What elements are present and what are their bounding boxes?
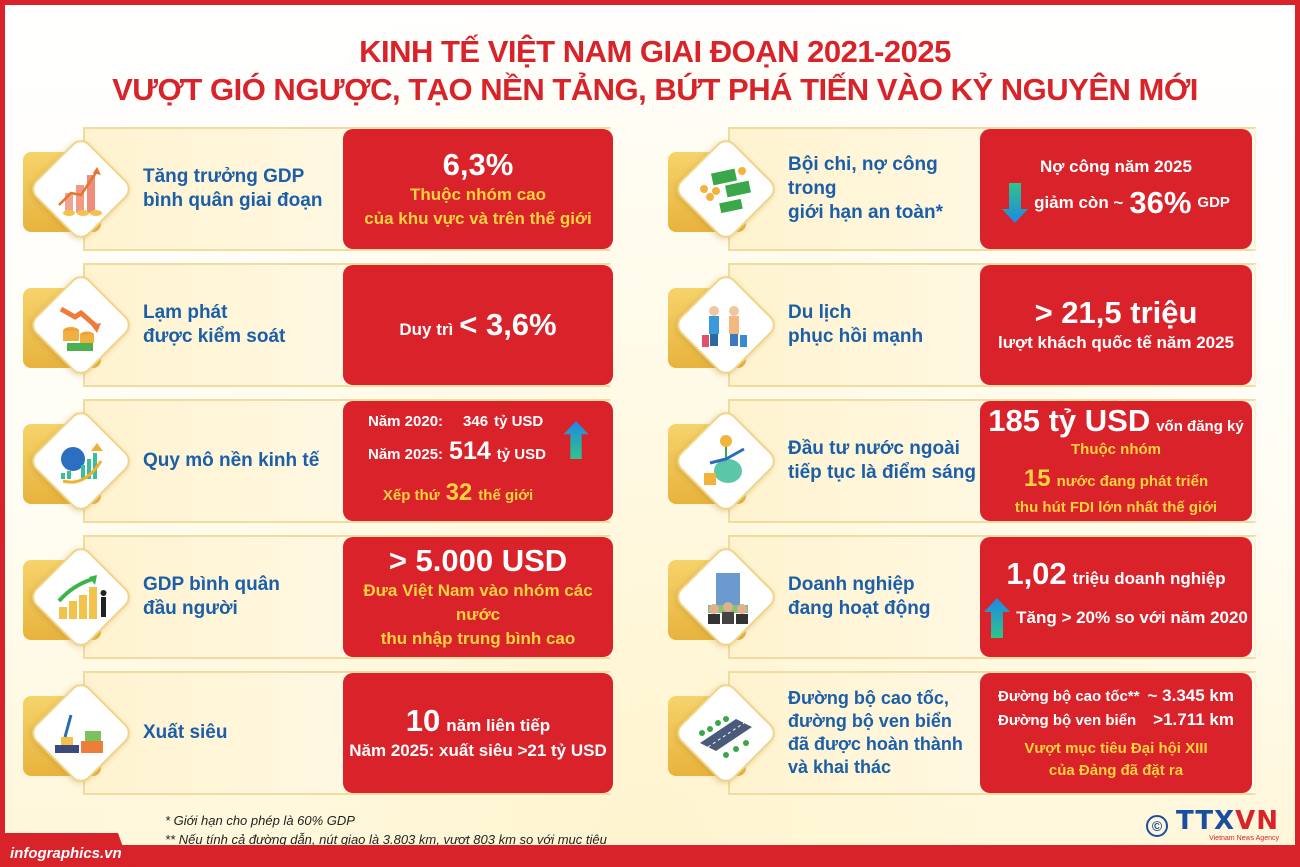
inflation-value: < 3,6% [459, 307, 557, 342]
card-public-debt: Bội chi, nợ công trong giới hạn an toàn*… [660, 125, 1260, 252]
card-label: Xuất siêu [143, 721, 228, 743]
value-box: Duy trì < 3,6% [343, 265, 613, 385]
card-gdp-per-capita: GDP bình quân đầu người > 5.000 USD Đưa … [15, 533, 615, 660]
footnote-2: ** Nếu tính cả đường dẫn, nút giao là 3.… [165, 832, 607, 847]
card-economy-size: Quy mô nền kinh tế Năm 2020: 346 tỷ USD … [15, 397, 615, 524]
agency-logo: © TTXVN Vietnam News Agency [1145, 808, 1279, 843]
value-box: > 5.000 USD Đưa Việt Nam vào nhóm các nư… [343, 537, 613, 657]
footnote-1: * Giới hạn cho phép là 60% GDP [165, 813, 355, 828]
card-trade-surplus: Xuất siêu 10 năm liên tiếp Năm 2025: xuấ… [15, 669, 615, 796]
coin-stack-person-icon [27, 543, 135, 651]
trade-surplus-years: 10 [405, 703, 441, 738]
inflation-coins-icon [27, 271, 135, 379]
card-label: Lạm phát được kiểm soát [143, 301, 286, 347]
card-fdi: Đầu tư nước ngoài tiếp tục là điểm sáng … [660, 397, 1260, 524]
title-line-2: VƯỢT GIÓ NGƯỢC, TẠO NỀN TẢNG, BỨT PHÁ TI… [112, 72, 1198, 107]
tourists-luggage-icon [672, 271, 780, 379]
card-label: Đường bộ cao tốc, đường bộ ven biển đã đ… [788, 687, 963, 777]
card-label: Bội chi, nợ công trong giới hạn an toàn* [788, 153, 943, 223]
card-highways: Đường bộ cao tốc, đường bộ ven biển đã đ… [660, 669, 1260, 796]
copyright-icon: © [1145, 814, 1168, 837]
card-gdp-growth: Tăng trưởng GDP bình quân giai đoạn 6,3%… [15, 125, 615, 252]
card-label: GDP bình quân đầu người [143, 573, 280, 619]
value-box: 1,02 triệu doanh nghiệp Tăng > 20% so vớ… [980, 537, 1252, 657]
left-column: Tăng trưởng GDP bình quân giai đoạn 6,3%… [15, 125, 615, 805]
building-businesspeople-icon [672, 543, 780, 651]
title-line-1: KINH TẾ VIỆT NAM GIAI ĐOẠN 2021-2025 [359, 34, 951, 69]
value-box: 185 tỷ USD vốn đăng ký Thuộc nhóm 15 nướ… [980, 401, 1252, 521]
card-label: Doanh nghiệp đang hoạt động [788, 573, 931, 619]
gdp-growth-value: 6,3% [442, 147, 514, 182]
world-rank: 32 [445, 479, 473, 506]
right-column: Bội chi, nợ công trong giới hạn an toàn*… [660, 125, 1260, 805]
footer-bar [0, 845, 1300, 867]
tourism-value: > 21,5 triệu [1034, 295, 1198, 330]
growth-chart-coins-icon [27, 135, 135, 243]
value-box: Nợ công năm 2025 giảm còn ~ 36% GDP [980, 129, 1252, 249]
card-businesses: Doanh nghiệp đang hoạt động 1,02 triệu d… [660, 533, 1260, 660]
card-label: Đầu tư nước ngoài tiếp tục là điểm sáng [788, 437, 976, 483]
money-plant-icon [672, 407, 780, 515]
value-box: 10 năm liên tiếp Năm 2025: xuất siêu >21… [343, 673, 613, 793]
arrow-down-icon [1002, 183, 1029, 223]
gdp-per-capita-value: > 5.000 USD [388, 543, 568, 578]
page-title: KINH TẾ VIỆT NAM GIAI ĐOẠN 2021-2025 VƯỢ… [5, 33, 1300, 109]
card-tourism: Du lịch phục hồi mạnh > 21,5 triệu lượt … [660, 261, 1260, 388]
globe-bar-chart-icon [27, 407, 135, 515]
arrow-up-icon [984, 598, 1011, 638]
value-box: 6,3% Thuộc nhóm cao của khu vực và trên … [343, 129, 613, 249]
businesses-value: 1,02 [1006, 556, 1067, 591]
value-box: > 21,5 triệu lượt khách quốc tế năm 2025 [980, 265, 1252, 385]
footer-tab [0, 833, 130, 867]
card-label: Tăng trưởng GDP bình quân giai đoạn [143, 165, 323, 211]
value-box: Đường bộ cao tốc** ~ 3.345 km Đường bộ v… [980, 673, 1252, 793]
highway-road-icon [672, 679, 780, 787]
crane-containers-icon [27, 679, 135, 787]
footnotes: * Giới hạn cho phép là 60% GDP ** Nếu tí… [165, 811, 607, 849]
money-stacks-icon [672, 135, 780, 243]
card-label: Du lịch phục hồi mạnh [788, 301, 924, 347]
card-label: Quy mô nền kinh tế [143, 449, 320, 471]
card-inflation: Lạm phát được kiểm soát Duy trì < 3,6% [15, 261, 615, 388]
site-link[interactable]: infographics.vn [10, 845, 122, 862]
value-box: Năm 2020: 346 tỷ USD Năm 2025: 514 tỷ US… [343, 401, 613, 521]
arrow-up-icon [563, 421, 589, 459]
economy-size-2025: 514 [449, 437, 491, 465]
fdi-value: 185 tỷ USD [988, 403, 1151, 438]
public-debt-value: 36% [1129, 185, 1192, 220]
